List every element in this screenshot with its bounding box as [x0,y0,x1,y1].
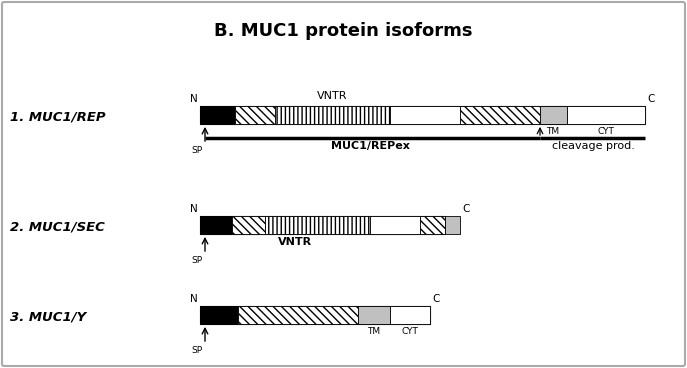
Bar [235,106,275,124]
Bar [200,306,238,324]
Text: CYT: CYT [402,327,418,336]
Text: C: C [462,204,469,214]
Text: 1. MUC1/REP: 1. MUC1/REP [10,110,106,124]
Bar [275,106,390,124]
Text: CYT: CYT [598,127,614,136]
Bar [460,106,540,124]
Text: cleavage prod.: cleavage prod. [552,141,634,151]
Text: VNTR: VNTR [317,91,347,101]
Bar [567,106,645,124]
Text: 2. MUC1/SEC: 2. MUC1/SEC [10,220,105,234]
Text: TM: TM [368,327,381,336]
Bar [265,216,370,234]
Text: C: C [647,94,655,104]
Bar [445,216,460,234]
Text: N: N [190,204,198,214]
Text: C: C [432,294,440,304]
Text: N: N [190,94,198,104]
Text: B. MUC1 protein isoforms: B. MUC1 protein isoforms [214,22,473,40]
Text: N: N [190,294,198,304]
Bar [390,106,460,124]
Bar [200,216,445,234]
Text: SP: SP [192,346,203,355]
Bar [540,106,567,124]
Bar [200,216,232,234]
Bar [200,106,235,124]
Bar [200,306,430,324]
Bar [370,216,420,234]
Bar [232,216,265,234]
Bar [390,306,430,324]
Bar [200,106,645,124]
Text: MUC1/REPex: MUC1/REPex [330,141,409,151]
Bar [358,306,390,324]
Text: 3. MUC1/Y: 3. MUC1/Y [10,311,87,323]
Text: SP: SP [192,146,203,155]
Bar [420,216,445,234]
Text: SP: SP [192,256,203,265]
Bar [238,306,358,324]
Text: VNTR: VNTR [278,237,312,247]
Text: TM: TM [546,127,560,136]
